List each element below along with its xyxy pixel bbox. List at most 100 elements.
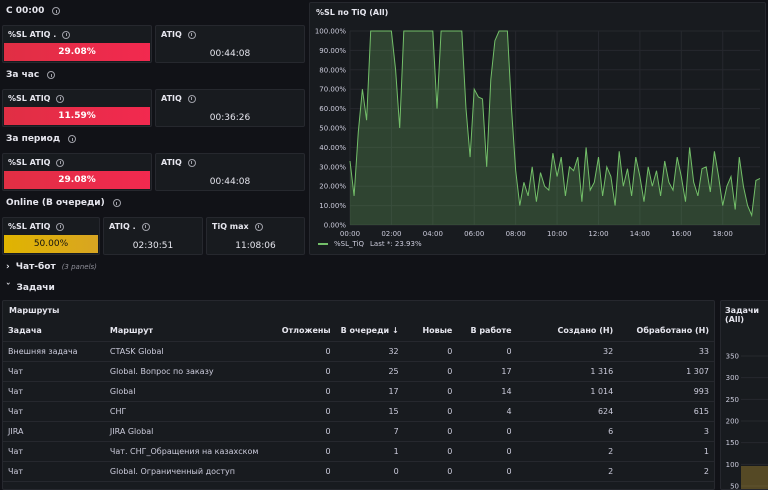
table-cell: CTASK Global (104, 341, 274, 362)
column-header-route[interactable]: Маршрут (104, 321, 274, 342)
table-cell: 0 (273, 381, 336, 402)
table-cell: 0 (273, 361, 336, 382)
table-cell: Чат (3, 361, 105, 382)
tasks-y-tick-label: 300 (726, 374, 739, 382)
x-tick-label: 00:00 (340, 230, 360, 238)
info-icon[interactable] (62, 30, 71, 39)
info-icon[interactable] (254, 222, 263, 231)
table-cell: 0 (403, 461, 458, 482)
table-cell: 32 (335, 341, 404, 362)
x-tick-label: 06:00 (464, 230, 484, 238)
table-cell: 0 (403, 381, 458, 402)
table-row[interactable]: Внешняя задача CTASK Global 0 32 0 0 32 33 (3, 341, 714, 362)
column-header-processed[interactable]: Обработано (Н) (618, 321, 714, 342)
stat-panel-atiq-online: ATIQ . 02:30:51 (103, 217, 203, 255)
table-cell: 993 (618, 381, 714, 402)
row-tasks-title: Задачи (16, 283, 55, 293)
table-cell: 3 (618, 421, 714, 442)
table-row[interactable]: Чат Global 0 17 0 14 1 014 993 (3, 381, 714, 402)
table-row[interactable]: Чат СНГ 0 15 0 4 624 615 (3, 401, 714, 422)
stat-label: %SL ATIQ . (8, 30, 57, 39)
sort-arrow-down-icon: ↓ (391, 326, 399, 336)
section-per-hour: За час (6, 70, 56, 80)
section-per-period: За период (6, 134, 77, 144)
stat-panel-sl-atiq-2: %SL ATIQ 11.59% (2, 89, 152, 127)
table-cell: 0 (273, 341, 336, 362)
info-icon[interactable] (141, 222, 150, 231)
table-cell: 33 (618, 341, 714, 362)
table-cell: 32 (516, 341, 619, 362)
stat-value: 00:36:26 (209, 113, 251, 123)
tasks-bar (741, 466, 768, 489)
column-header-new[interactable]: Новые (403, 321, 458, 342)
table-cell: Чат (3, 381, 105, 402)
table-cell: 0 (403, 441, 458, 462)
x-tick-label: 16:00 (671, 230, 691, 238)
info-icon[interactable] (187, 158, 196, 167)
table-cell: 0 (273, 421, 336, 442)
info-icon[interactable] (56, 158, 65, 167)
table-cell: 0 (273, 461, 336, 482)
column-header-in-progress[interactable]: В работе (457, 321, 517, 342)
table-row[interactable]: JIRA JIRA Global 0 7 0 0 6 3 (3, 421, 714, 442)
info-icon[interactable] (187, 30, 196, 39)
table-cell: Чат. СНГ_Обращения на казахском (104, 441, 274, 462)
stat-value: 00:44:08 (209, 49, 251, 59)
stat-panel-atiq-2: ATIQ 00:36:26 (155, 89, 305, 127)
stat-label: %SL ATIQ (8, 158, 51, 167)
tasks-y-tick-label: 50 (730, 483, 739, 490)
info-icon[interactable] (68, 135, 77, 143)
table-cell: 1 (618, 441, 714, 462)
table-cell: 1 316 (516, 361, 619, 382)
y-tick-label: 40.00% (319, 144, 346, 152)
table-cell: 17 (335, 381, 404, 402)
table-cell: Global. Ограниченный доступ (104, 461, 274, 482)
table-cell: 0 (457, 461, 517, 482)
tasks-panel-title: Задачи (All) (725, 306, 760, 324)
chevron-down-icon: ˇ (6, 283, 11, 293)
stat-label: ATIQ (161, 94, 182, 103)
y-tick-label: 20.00% (319, 183, 346, 191)
chart-legend[interactable]: %SL_TiQ Last *: 23.93% (318, 240, 422, 248)
info-icon[interactable] (56, 222, 65, 231)
table-row[interactable]: Чат Global. Вопрос по заказу 0 25 0 17 1 316 1 … (3, 361, 714, 382)
table-cell: 0 (457, 341, 517, 362)
chart-panel-sl-tiq: %SL по TiQ (All) 100.00% 90.00% 80.00% 70.0… (309, 2, 766, 255)
table-cell: 15 (335, 401, 404, 422)
row-chat-bot[interactable]: › Чат-бот (3 panels) (6, 262, 97, 272)
table-row[interactable]: Чат Global. Ограниченный доступ 0 0 0 0 2 2 (3, 461, 714, 482)
table-cell: Внешняя задача (3, 341, 105, 362)
table-cell: 0 (403, 401, 458, 422)
stat-value: 29.08% (4, 171, 150, 189)
info-icon[interactable] (112, 199, 121, 207)
info-icon[interactable] (187, 94, 196, 103)
x-tick-label: 18:00 (713, 230, 733, 238)
routes-panel: Маршруты Задача Маршрут Отложены В очере… (2, 300, 715, 490)
column-header-deferred[interactable]: Отложены (273, 321, 336, 342)
table-cell: 17 (457, 361, 517, 382)
y-tick-label: 30.00% (319, 163, 346, 171)
chevron-right-icon: › (6, 262, 10, 272)
stat-panel-sl-atiq-3: %SL ATIQ 29.08% (2, 153, 152, 191)
stat-panel-atiq-3: ATIQ 00:44:08 (155, 153, 305, 191)
row-tasks[interactable]: ˇ Задачи (6, 283, 55, 293)
info-icon[interactable] (47, 71, 56, 79)
column-header-created[interactable]: Создано (Н) (516, 321, 619, 342)
table-cell: 2 (516, 461, 619, 482)
column-header-in-queue[interactable]: В очереди ↓ (335, 321, 404, 342)
info-icon[interactable] (52, 7, 61, 15)
tasks-panel: Задачи (All) 350 300 250 200 150 100 50 (720, 300, 768, 490)
table-cell: JIRA (3, 421, 105, 442)
table-cell: 2 (516, 441, 619, 462)
table-cell: 0 (403, 361, 458, 382)
table-cell: 6 (516, 421, 619, 442)
info-icon[interactable] (56, 94, 65, 103)
table-cell: Global. Вопрос по заказу (104, 361, 274, 382)
table-cell: 14 (457, 381, 517, 402)
table-row[interactable]: Чат Чат. СНГ_Обращения на казахском 0 1 0 0 2 1 (3, 441, 714, 462)
table-cell: Чат (3, 441, 105, 462)
stat-panel-sl-atiq-online: %SL ATIQ 50.00% (2, 217, 100, 255)
column-header-task[interactable]: Задача (3, 321, 105, 342)
x-tick-label: 02:00 (381, 230, 401, 238)
stat-label: TiQ max (212, 222, 249, 231)
